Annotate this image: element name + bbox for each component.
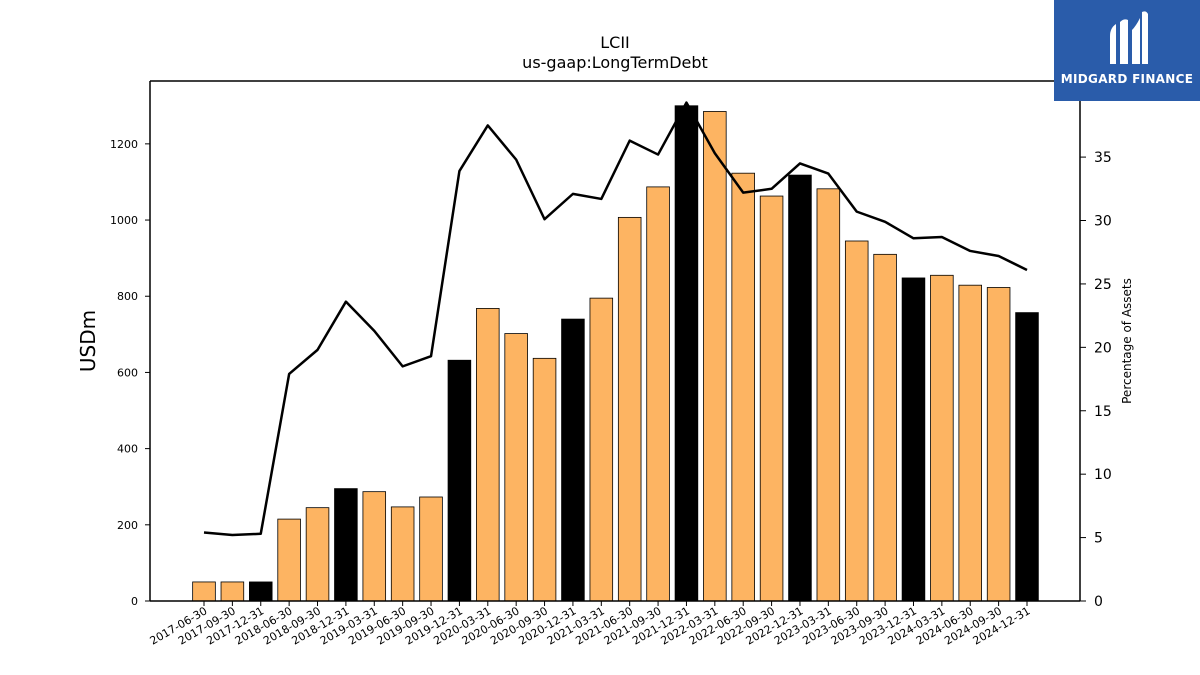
bar — [249, 581, 273, 602]
bar — [844, 240, 869, 602]
bar — [589, 297, 614, 602]
bar — [277, 518, 301, 602]
bar — [220, 581, 245, 602]
bar — [419, 496, 443, 602]
plot-area: 0200400600800100012000510152025303540201… — [110, 80, 1112, 648]
bar — [759, 195, 784, 602]
bar — [958, 284, 982, 602]
bar — [504, 333, 528, 602]
chart-subtitle: us-gaap:LongTermDebt — [522, 53, 708, 72]
y2-tick-label: 30 — [1094, 214, 1112, 230]
y2-axis-label: Percentage of Assets — [1120, 278, 1134, 404]
bar — [532, 357, 557, 602]
y2-tick-label: 25 — [1094, 277, 1112, 293]
y-tick-label: 0 — [131, 595, 138, 608]
y-tick-label: 600 — [117, 366, 138, 379]
bar — [674, 105, 699, 602]
bar — [930, 274, 954, 602]
y2-tick-label: 5 — [1094, 531, 1103, 547]
chart-title: LCII — [600, 33, 630, 52]
y-axis-label: USDm — [76, 310, 100, 372]
bar — [901, 277, 926, 602]
bar — [703, 111, 727, 602]
midgard-finance-logo: MIDGARD FINANCE — [1054, 0, 1200, 101]
y-tick-label: 400 — [117, 443, 138, 456]
percentage-line — [203, 101, 1028, 537]
bar — [986, 287, 1011, 602]
logo-text: MIDGARD FINANCE — [1060, 72, 1194, 86]
y-tick-label: 1200 — [110, 138, 138, 151]
y-tick-label: 1000 — [110, 214, 138, 227]
bar — [192, 581, 216, 602]
y2-tick-label: 10 — [1094, 467, 1112, 483]
y2-tick-label: 0 — [1094, 594, 1103, 610]
bar — [390, 506, 415, 602]
bar — [305, 507, 330, 602]
bar — [561, 318, 585, 602]
bar — [362, 491, 387, 602]
bar — [1015, 312, 1039, 602]
y-tick-label: 800 — [117, 290, 138, 303]
y2-tick-label: 20 — [1094, 340, 1112, 356]
y2-tick-label: 15 — [1094, 404, 1112, 420]
bar — [731, 172, 755, 602]
bar — [476, 308, 500, 602]
y-tick-label: 200 — [117, 519, 138, 532]
bar — [873, 253, 897, 602]
bar — [816, 188, 841, 602]
logo-mark-icon — [1110, 11, 1148, 65]
y2-tick-label: 35 — [1094, 150, 1112, 166]
bar — [617, 216, 642, 602]
bar — [334, 488, 358, 602]
bar — [447, 359, 472, 602]
bar — [646, 186, 670, 602]
bar — [788, 174, 812, 602]
